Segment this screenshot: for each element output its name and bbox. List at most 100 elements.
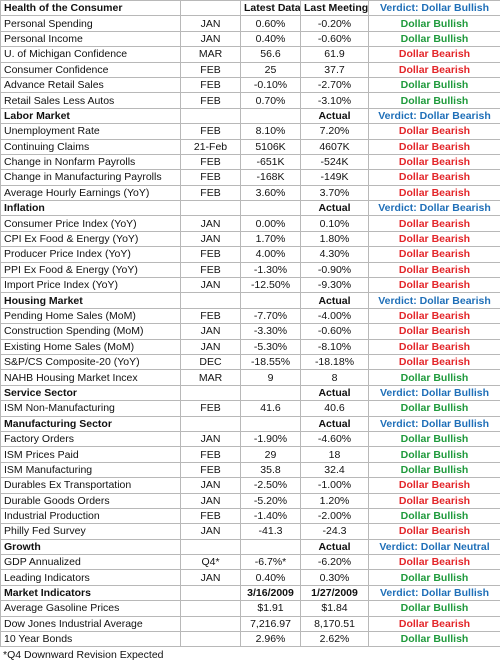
- latest-value: 4.00%: [240, 246, 301, 263]
- latest-header: [240, 384, 301, 402]
- verdict: Dollar Bearish: [368, 61, 500, 78]
- indicator-name: Durables Ex Transportation: [0, 477, 181, 494]
- section-header: Inflation Actual Verdict: Dollar Bearish: [0, 200, 500, 217]
- previous-value: -0.60%: [300, 323, 369, 340]
- previous-header: Actual: [300, 292, 369, 309]
- verdict: Dollar Bullish: [368, 631, 500, 648]
- latest-value: -7.70%: [240, 307, 301, 325]
- indicator-row: Consumer Confidence FEB 25 37.7 Dollar Beari…: [0, 61, 500, 78]
- latest-value: 2.96%: [240, 631, 301, 648]
- indicator-name: Producer Price Index (YoY): [0, 246, 181, 263]
- section-verdict: Verdict: Dollar Bullish: [368, 384, 500, 402]
- indicator-name: Import Price Index (YoY): [0, 277, 181, 294]
- indicator-name: NAHB Housing Market Incex: [0, 369, 181, 386]
- latest-value: -6.7%*: [240, 554, 301, 571]
- latest-value: 41.6: [240, 400, 301, 417]
- latest-header: Latest Data: [240, 0, 301, 17]
- section-header: Housing Market Actual Verdict: Dollar Bear…: [0, 292, 500, 309]
- previous-header: 1/27/2009: [300, 584, 369, 602]
- latest-value: -1.40%: [240, 507, 301, 525]
- indicator-name: Advance Retail Sales: [0, 76, 181, 94]
- previous-value: -2.70%: [300, 76, 369, 94]
- latest-value: -0.10%: [240, 76, 301, 94]
- period: [180, 615, 241, 633]
- period: FEB: [180, 246, 241, 263]
- latest-value: 25: [240, 61, 301, 78]
- indicator-name: ISM Prices Paid: [0, 446, 181, 463]
- verdict: Dollar Bearish: [368, 230, 500, 248]
- latest-header: 3/16/2009: [240, 584, 301, 602]
- period: FEB: [180, 123, 241, 140]
- previous-value: -4.00%: [300, 307, 369, 325]
- period-header: [180, 0, 241, 17]
- period: FEB: [180, 461, 241, 479]
- previous-value: 1.20%: [300, 492, 369, 509]
- section-title: Health of the Consumer: [0, 0, 181, 17]
- indicator-row: Philly Fed Survey JAN -41.3 -24.3 Dollar Bea…: [0, 523, 500, 540]
- indicator-row: Unemployment Rate FEB 8.10% 7.20% Dollar Bea…: [0, 123, 500, 140]
- indicator-name: Average Gasoline Prices: [0, 600, 181, 617]
- indicator-row: S&P/CS Composite-20 (YoY) DEC -18.55% -18.1…: [0, 353, 500, 371]
- section-verdict: Verdict: Dollar Bearish: [368, 292, 500, 309]
- indicator-row: 10 Year Bonds 2.96% 2.62% Dollar Bullish: [0, 631, 500, 648]
- period: FEB: [180, 507, 241, 525]
- indicator-row: Leading Indicators JAN 0.40% 0.30% Dollar Bu…: [0, 569, 500, 586]
- latest-value: 29: [240, 446, 301, 463]
- previous-value: 37.7: [300, 61, 369, 78]
- period-header: [180, 107, 241, 125]
- period: JAN: [180, 430, 241, 448]
- indicator-name: Philly Fed Survey: [0, 523, 181, 540]
- previous-value: -3.10%: [300, 92, 369, 109]
- latest-value: 0.40%: [240, 569, 301, 586]
- previous-value: 2.62%: [300, 631, 369, 648]
- indicator-row: Consumer Price Index (YoY) JAN 0.00% 0.10% D…: [0, 215, 500, 232]
- indicator-row: Durable Goods Orders JAN -5.20% 1.20% Dollar…: [0, 492, 500, 509]
- period: JAN: [180, 30, 241, 48]
- previous-value: -1.00%: [300, 477, 369, 494]
- period: JAN: [180, 569, 241, 586]
- verdict: Dollar Bullish: [368, 92, 500, 109]
- indicator-name: Change in Manufacturing Payrolls: [0, 169, 181, 186]
- section-verdict: Verdict: Dollar Bullish: [368, 0, 500, 17]
- indicator-row: Construction Spending (MoM) JAN -3.30% -0.6…: [0, 323, 500, 340]
- indicator-row: Change in Manufacturing Payrolls FEB -168K…: [0, 169, 500, 186]
- period: FEB: [180, 446, 241, 463]
- previous-value: -2.00%: [300, 507, 369, 525]
- previous-value: -8.10%: [300, 338, 369, 355]
- indicator-row: Dow Jones Industrial Average 7,216.97 8,17…: [0, 615, 500, 633]
- verdict: Dollar Bullish: [368, 430, 500, 448]
- latest-value: -2.50%: [240, 477, 301, 494]
- period: JAN: [180, 492, 241, 509]
- indicator-name: Dow Jones Industrial Average: [0, 615, 181, 633]
- latest-header: [240, 292, 301, 309]
- latest-value: -18.55%: [240, 353, 301, 371]
- previous-value: -0.90%: [300, 261, 369, 279]
- section-header: Service Sector Actual Verdict: Dollar Bull…: [0, 384, 500, 402]
- indicator-row: Average Hourly Earnings (YoY) FEB 3.60% 3.7…: [0, 184, 500, 202]
- indicator-row: ISM Prices Paid FEB 29 18 Dollar Bullish: [0, 446, 500, 463]
- section-header: Labor Market Actual Verdict: Dollar Bearis…: [0, 107, 500, 125]
- latest-value: 7,216.97: [240, 615, 301, 633]
- previous-value: 8: [300, 369, 369, 386]
- section-verdict: Verdict: Dollar Bearish: [368, 107, 500, 125]
- verdict: Dollar Bearish: [368, 138, 500, 155]
- indicator-name: 10 Year Bonds: [0, 631, 181, 648]
- period: MAR: [180, 46, 241, 63]
- indicator-name: Existing Home Sales (MoM): [0, 338, 181, 355]
- indicator-row: U. of Michigan Confidence MAR 56.6 61.9 Doll…: [0, 46, 500, 63]
- latest-value: -12.50%: [240, 277, 301, 294]
- indicator-row: Durables Ex Transportation JAN -2.50% -1.00…: [0, 477, 500, 494]
- latest-header: [240, 200, 301, 217]
- previous-value: 40.6: [300, 400, 369, 417]
- indicator-row: Import Price Index (YoY) JAN -12.50% -9.30%…: [0, 277, 500, 294]
- previous-header: Actual: [300, 384, 369, 402]
- verdict: Dollar Bullish: [368, 569, 500, 586]
- section-header: Growth Actual Verdict: Dollar Neutral: [0, 538, 500, 556]
- indicator-row: Industrial Production FEB -1.40% -2.00% Doll…: [0, 507, 500, 525]
- indicator-row: Continuing Claims 21-Feb 5106K 4607K Dollar …: [0, 138, 500, 155]
- previous-value: 7.20%: [300, 123, 369, 140]
- indicator-row: Retail Sales Less Autos FEB 0.70% -3.10% Dol…: [0, 92, 500, 109]
- verdict: Dollar Bearish: [368, 46, 500, 63]
- period-header: [180, 538, 241, 556]
- latest-value: 56.6: [240, 46, 301, 63]
